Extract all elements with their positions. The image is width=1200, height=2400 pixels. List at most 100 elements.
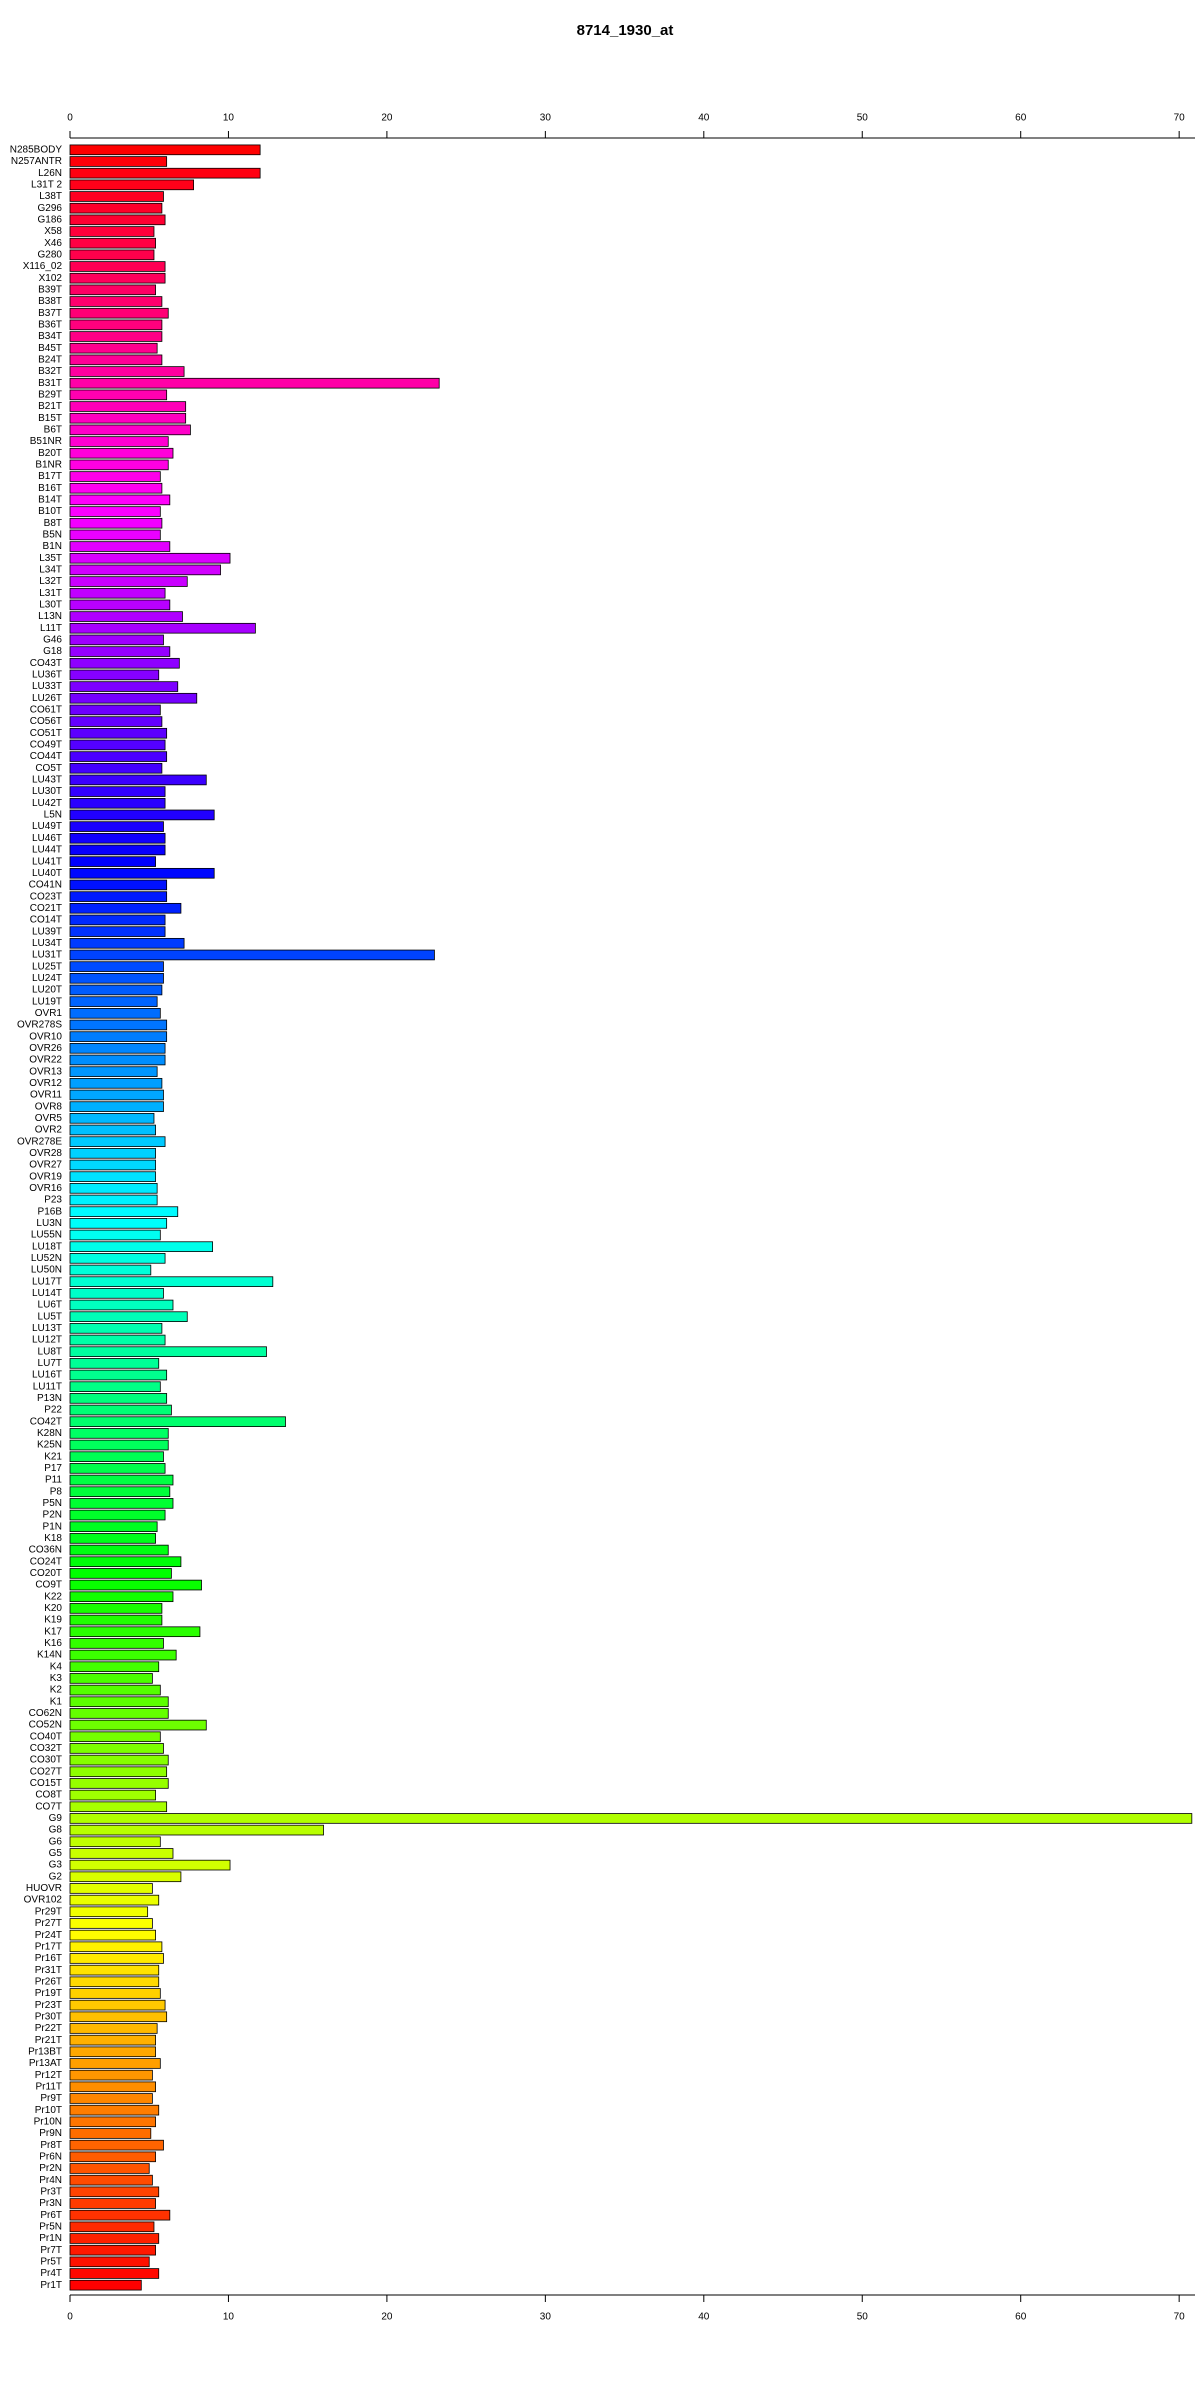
bar xyxy=(69,1148,156,1159)
y-tick-label: K18 xyxy=(44,1533,62,1544)
y-tick-label: OVR8 xyxy=(35,1101,63,1112)
x-tick-label: 30 xyxy=(540,2312,552,2323)
bar xyxy=(69,1789,156,1801)
bar xyxy=(69,1813,1193,1824)
bar xyxy=(69,622,256,634)
y-tick-label: LU20T xyxy=(32,985,62,996)
y-tick-label: B34T xyxy=(38,331,62,342)
y-tick-label: B45T xyxy=(38,343,62,354)
y-tick-label: Pr3N xyxy=(39,2198,62,2209)
y-tick-label: CO8T xyxy=(35,1790,62,1801)
bar xyxy=(69,167,261,179)
y-tick-label: Pr4T xyxy=(40,2268,62,2279)
y-tick-label: CO41N xyxy=(29,880,62,891)
y-tick-label: Pr7T xyxy=(40,2245,62,2256)
y-tick-label: CO21T xyxy=(30,903,62,914)
x-tick-label: 50 xyxy=(857,2312,869,2323)
bar xyxy=(69,2256,150,2268)
bar xyxy=(69,2046,156,2058)
bar xyxy=(69,2069,153,2081)
bar xyxy=(69,2209,171,2221)
y-tick-label: K28N xyxy=(37,1428,62,1439)
y-tick-label: Pr30T xyxy=(35,2011,62,2022)
bar xyxy=(69,377,440,389)
bar xyxy=(69,762,163,774)
bar xyxy=(69,972,164,984)
y-tick-label: CO44T xyxy=(30,751,62,762)
y-tick-label: Pr26T xyxy=(35,1976,62,1987)
bar xyxy=(69,2186,160,2198)
y-tick-label: L32T xyxy=(39,576,62,587)
y-tick-label: OVR278S xyxy=(17,1020,62,1031)
y-tick-label: CO42T xyxy=(30,1416,62,1427)
y-tick-label: Pr27T xyxy=(35,1918,62,1929)
y-tick-label: Pr12T xyxy=(35,2070,62,2081)
bar xyxy=(69,156,168,167)
x-tick-label: 40 xyxy=(698,113,710,124)
y-tick-label: Pr11T xyxy=(36,2081,63,2092)
y-tick-label: K22 xyxy=(44,1591,62,1602)
bar xyxy=(69,1731,161,1743)
bar xyxy=(69,1533,156,1544)
y-tick-label: CO27T xyxy=(30,1766,62,1777)
bar xyxy=(69,1311,188,1322)
y-tick-label: G46 xyxy=(43,635,62,646)
y-tick-label: OVR16 xyxy=(29,1183,62,1194)
bar xyxy=(69,576,188,587)
y-tick-label: L31T 2 xyxy=(31,179,62,190)
bar xyxy=(69,1451,164,1463)
y-tick-label: LU17T xyxy=(32,1276,62,1287)
bar xyxy=(69,2058,161,2069)
bar xyxy=(69,202,163,214)
bar xyxy=(69,1871,182,1883)
bar xyxy=(69,1918,153,1929)
bar xyxy=(69,1136,166,1147)
y-tick-label: L34T xyxy=(39,565,62,576)
y-tick-label: Pr5N xyxy=(39,2221,62,2232)
y-tick-label: Pr21T xyxy=(35,2035,62,2046)
bar xyxy=(69,716,163,727)
bar xyxy=(69,634,164,646)
bar xyxy=(69,867,215,879)
bar xyxy=(69,937,185,949)
y-tick-label: OVR22 xyxy=(29,1055,62,1066)
y-tick-label: LU42T xyxy=(32,798,62,809)
bar xyxy=(69,1521,158,1533)
bar xyxy=(69,2244,156,2256)
bar xyxy=(69,1848,174,1859)
y-tick-label: CO56T xyxy=(30,716,62,727)
bar xyxy=(69,506,161,517)
bar xyxy=(69,319,163,331)
bar xyxy=(69,2233,160,2244)
y-tick-label: P5N xyxy=(43,1498,62,1509)
bar xyxy=(69,552,231,564)
bar xyxy=(69,786,166,797)
y-tick-label: P13N xyxy=(37,1393,62,1404)
y-tick-label: LU41T xyxy=(32,856,62,867)
y-tick-label: CO52N xyxy=(29,1720,62,1731)
y-tick-label: Pr9T xyxy=(40,2093,62,2104)
bar xyxy=(69,1638,164,1649)
bar xyxy=(69,926,166,937)
bar xyxy=(69,1393,168,1404)
bar xyxy=(69,517,163,529)
bar xyxy=(69,412,187,424)
bar xyxy=(69,2268,160,2279)
y-tick-label: Pr1N xyxy=(39,2233,62,2244)
x-tick-label: 40 xyxy=(698,2312,710,2323)
y-tick-label: B24T xyxy=(38,355,62,366)
y-tick-label: K19 xyxy=(44,1615,62,1626)
y-tick-label: CO9T xyxy=(35,1580,62,1591)
y-tick-label: B39T xyxy=(38,284,62,295)
bar xyxy=(69,1743,164,1754)
bar xyxy=(69,1229,161,1241)
bar xyxy=(69,1579,202,1591)
y-tick-label: LU5T xyxy=(38,1311,62,1322)
bar xyxy=(69,494,171,506)
y-tick-label: LU19T xyxy=(32,996,62,1007)
x-tick-label: 60 xyxy=(1015,2312,1027,2323)
bar xyxy=(69,2034,156,2046)
bar xyxy=(69,1078,163,1089)
bar xyxy=(69,2081,156,2093)
bar xyxy=(69,261,166,272)
